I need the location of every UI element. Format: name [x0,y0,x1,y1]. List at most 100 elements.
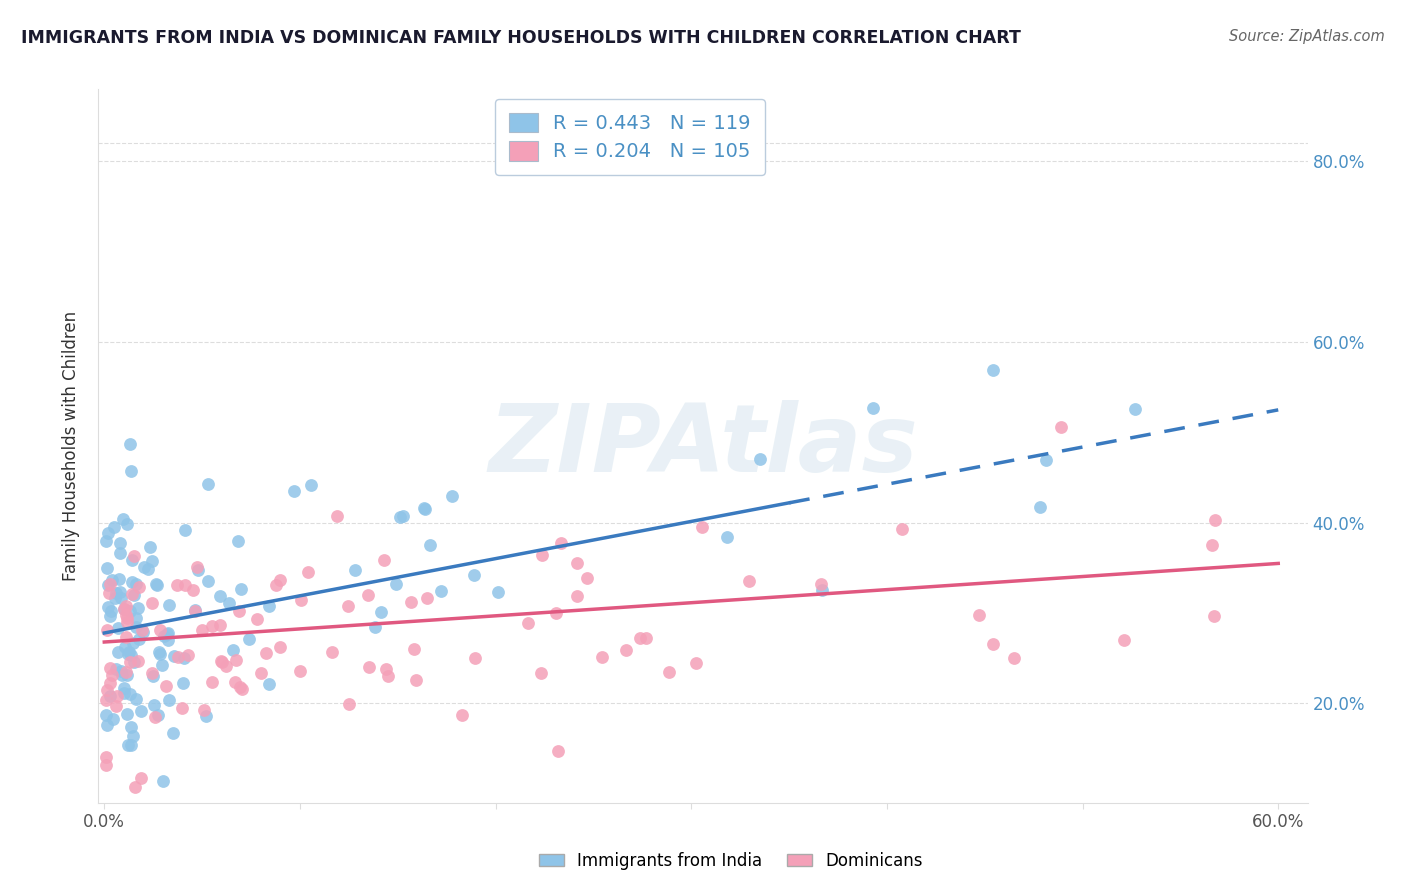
Point [486,584,509,599]
Point [413,500,436,515]
Text: Source: ZipAtlas.com: Source: ZipAtlas.com [1229,29,1385,44]
Point [118,604,141,618]
Point [129,771,152,785]
Point [388,509,411,524]
Point [981,363,1004,377]
Point [173,578,195,592]
Point [112,686,135,700]
Point [98,676,121,690]
Point [1029,500,1052,515]
Point [211,655,233,669]
Point [107,645,129,659]
Point [224,675,246,690]
Point [121,575,143,590]
Point [238,632,260,646]
Point [120,437,142,451]
Point [117,611,139,625]
Point [197,477,219,491]
Y-axis label: Family Households with Children: Family Households with Children [62,311,80,581]
Point [98,577,121,591]
Point [201,619,224,633]
Point [405,673,427,687]
Point [225,653,247,667]
Point [170,700,193,714]
Point [98,689,121,703]
Point [374,662,396,676]
Point [129,704,152,718]
Point [112,681,135,696]
Point [115,630,138,644]
Point [193,703,215,717]
Point [229,680,252,694]
Legend: Immigrants from India, Dominicans: Immigrants from India, Dominicans [533,846,929,877]
Point [530,665,553,680]
Point [184,604,207,618]
Point [136,562,159,576]
Point [419,538,441,552]
Point [120,738,142,752]
Point [685,656,707,670]
Point [157,598,180,612]
Point [153,629,176,643]
Point [142,669,165,683]
Point [226,534,249,549]
Point [810,582,832,597]
Point [416,591,439,605]
Point [187,562,209,576]
Point [530,548,553,562]
Point [98,586,121,600]
Point [118,645,141,659]
Point [547,744,569,758]
Point [228,604,250,618]
Point [104,698,127,713]
Point [125,620,148,634]
Point [257,677,280,691]
Point [550,536,572,550]
Point [96,718,118,732]
Point [122,636,145,650]
Point [100,661,122,675]
Point [96,561,118,575]
Point [1050,420,1073,434]
Point [148,645,170,659]
Point [108,546,131,560]
Point [101,667,124,681]
Point [115,707,138,722]
Text: ZIPAtlas: ZIPAtlas [488,400,918,492]
Point [108,535,131,549]
Point [104,662,127,676]
Point [96,707,118,722]
Point [156,626,179,640]
Point [257,599,280,613]
Text: IMMIGRANTS FROM INDIA VS DOMINICAN FAMILY HOUSEHOLDS WITH CHILDREN CORRELATION C: IMMIGRANTS FROM INDIA VS DOMINICAN FAMIL… [21,29,1021,46]
Point [127,601,149,615]
Point [114,640,136,654]
Point [191,624,214,638]
Point [290,593,312,607]
Point [891,522,914,536]
Point [250,666,273,681]
Point [96,599,118,614]
Point [516,616,538,631]
Point [115,615,138,629]
Point [430,584,453,599]
Point [108,585,131,599]
Point [546,607,568,621]
Point [141,596,163,610]
Point [364,620,387,634]
Point [229,582,252,596]
Point [121,553,143,567]
Point [173,650,195,665]
Point [114,599,136,613]
Point [117,668,139,682]
Point [209,654,232,668]
Point [377,669,399,683]
Point [142,698,165,713]
Point [392,509,415,524]
Point [107,621,129,635]
Point [125,692,148,706]
Point [112,602,135,616]
Point [415,502,437,516]
Point [120,688,142,702]
Point [128,632,150,646]
